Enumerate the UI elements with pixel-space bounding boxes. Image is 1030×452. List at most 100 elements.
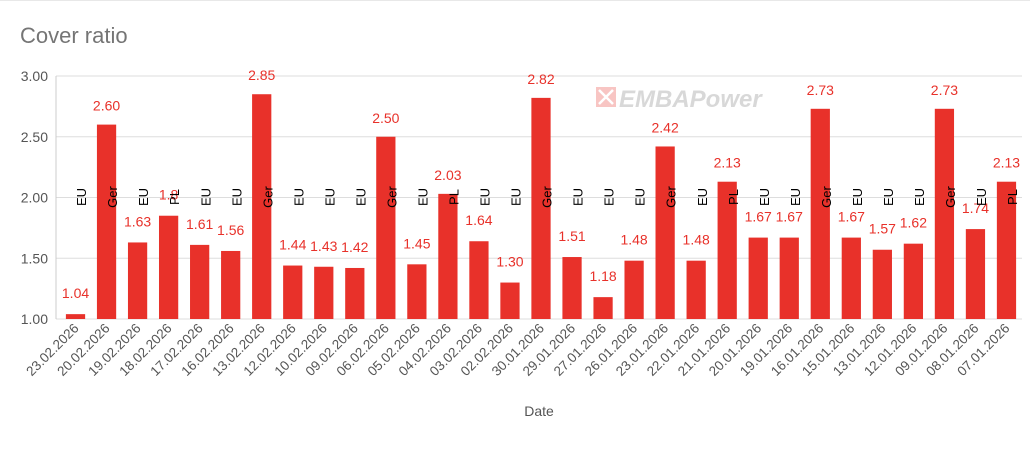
- bar: [624, 260, 644, 319]
- bar: [190, 244, 210, 319]
- y-tick-label: 1.50: [21, 250, 48, 266]
- bar-annotation: Ger: [540, 185, 555, 207]
- bar: [376, 136, 396, 319]
- bar: [500, 282, 520, 319]
- value-label: 1.51: [558, 228, 585, 244]
- value-label: 2.42: [652, 119, 679, 135]
- bar: [903, 243, 924, 319]
- bar: [593, 297, 613, 319]
- bar-annotation: Ger: [105, 185, 120, 207]
- value-label: 2.82: [527, 71, 554, 87]
- bar: [655, 146, 675, 319]
- bar: [686, 260, 706, 319]
- value-label: 1.44: [279, 237, 306, 253]
- watermark-emblem: [596, 87, 616, 107]
- value-label: 2.73: [807, 82, 834, 98]
- bar: [531, 97, 551, 320]
- value-label: 1.67: [776, 209, 803, 225]
- bar: [779, 237, 799, 319]
- bar: [158, 215, 179, 319]
- bar-annotation: EU: [136, 188, 151, 206]
- bar-annotation: EU: [757, 188, 772, 206]
- value-label: 1.67: [838, 209, 865, 225]
- bar-annotation: EU: [415, 188, 430, 206]
- value-label: 1.30: [496, 254, 523, 270]
- value-label: 2.85: [248, 67, 275, 83]
- bar: [934, 108, 955, 320]
- bar: [872, 249, 892, 319]
- bar: [283, 265, 303, 319]
- value-label: 1.64: [465, 212, 492, 228]
- bar-annotation: PL: [167, 189, 182, 205]
- value-label: 1.67: [745, 209, 772, 225]
- bar-annotation: PL: [1005, 189, 1020, 205]
- bar-annotation: EU: [229, 188, 244, 206]
- bar-annotation: PL: [726, 189, 741, 205]
- value-label: 1.48: [683, 232, 710, 248]
- bar: [717, 181, 737, 319]
- bar-annotation: Ger: [384, 185, 399, 207]
- bar: [252, 94, 272, 319]
- y-tick-label: 2.50: [21, 129, 48, 145]
- watermark-logo: EMBAPower: [596, 86, 763, 113]
- bar-annotation: EU: [291, 188, 306, 206]
- bar-annotation: Ger: [664, 185, 679, 207]
- value-label: 2.60: [93, 98, 120, 114]
- value-label: 1.63: [124, 213, 151, 229]
- watermark-text: EMBAPower: [619, 86, 763, 113]
- bar: [996, 181, 1017, 319]
- bar-annotation: EU: [322, 188, 337, 206]
- bar: [965, 229, 986, 319]
- value-label: 1.04: [62, 285, 89, 301]
- y-tick-label: 1.00: [21, 311, 48, 327]
- value-label: 1.57: [869, 221, 896, 237]
- bar: [748, 237, 768, 319]
- y-tick-label: 3.00: [21, 68, 48, 84]
- bar-annotation: EU: [974, 188, 989, 206]
- bar-annotation: EU: [571, 188, 586, 206]
- value-label: 2.03: [434, 167, 461, 183]
- value-label: 1.74: [962, 200, 989, 216]
- value-label: 1.18: [589, 268, 616, 284]
- bar-annotation: EU: [788, 188, 803, 206]
- bar: [345, 267, 365, 319]
- bar: [469, 241, 489, 319]
- bar: [127, 242, 148, 319]
- bar: [562, 257, 582, 319]
- bar: [314, 266, 334, 319]
- bar: [841, 237, 861, 319]
- watermark-emblem-mark: [598, 89, 614, 105]
- chart-title: Cover ratio: [20, 23, 128, 48]
- bar: [438, 193, 458, 319]
- bar-annotation: EU: [509, 188, 524, 206]
- x-axis-title: Date: [524, 403, 554, 419]
- bar: [65, 314, 86, 319]
- bar: [810, 108, 830, 320]
- value-label: 1.42: [341, 239, 368, 255]
- bar-annotation: EU: [695, 188, 710, 206]
- bar-annotation: EU: [353, 188, 368, 206]
- bar-annotation: PL: [447, 189, 462, 205]
- bar-annotation: Ger: [943, 185, 958, 207]
- bar: [407, 264, 427, 319]
- value-label: 1.45: [403, 235, 430, 251]
- value-label: 1.61: [186, 216, 213, 232]
- bar-annotation: EU: [850, 188, 865, 206]
- bar: [96, 124, 117, 319]
- value-label: 1.43: [310, 238, 337, 254]
- bar-annotation: Ger: [819, 185, 834, 207]
- bar-annotation: EU: [478, 188, 493, 206]
- bar-annotation: Ger: [260, 185, 275, 207]
- y-tick-label: 2.00: [21, 190, 48, 206]
- bar-annotation: EU: [198, 188, 213, 206]
- value-label: 2.13: [714, 155, 741, 171]
- value-label: 1.62: [900, 215, 927, 231]
- bar-annotation: EU: [602, 188, 617, 206]
- value-label: 2.50: [372, 110, 399, 126]
- value-label: 1.8: [159, 187, 179, 203]
- value-label: 2.13: [993, 155, 1020, 171]
- value-label: 1.48: [620, 232, 647, 248]
- bar-annotation: EU: [74, 188, 89, 206]
